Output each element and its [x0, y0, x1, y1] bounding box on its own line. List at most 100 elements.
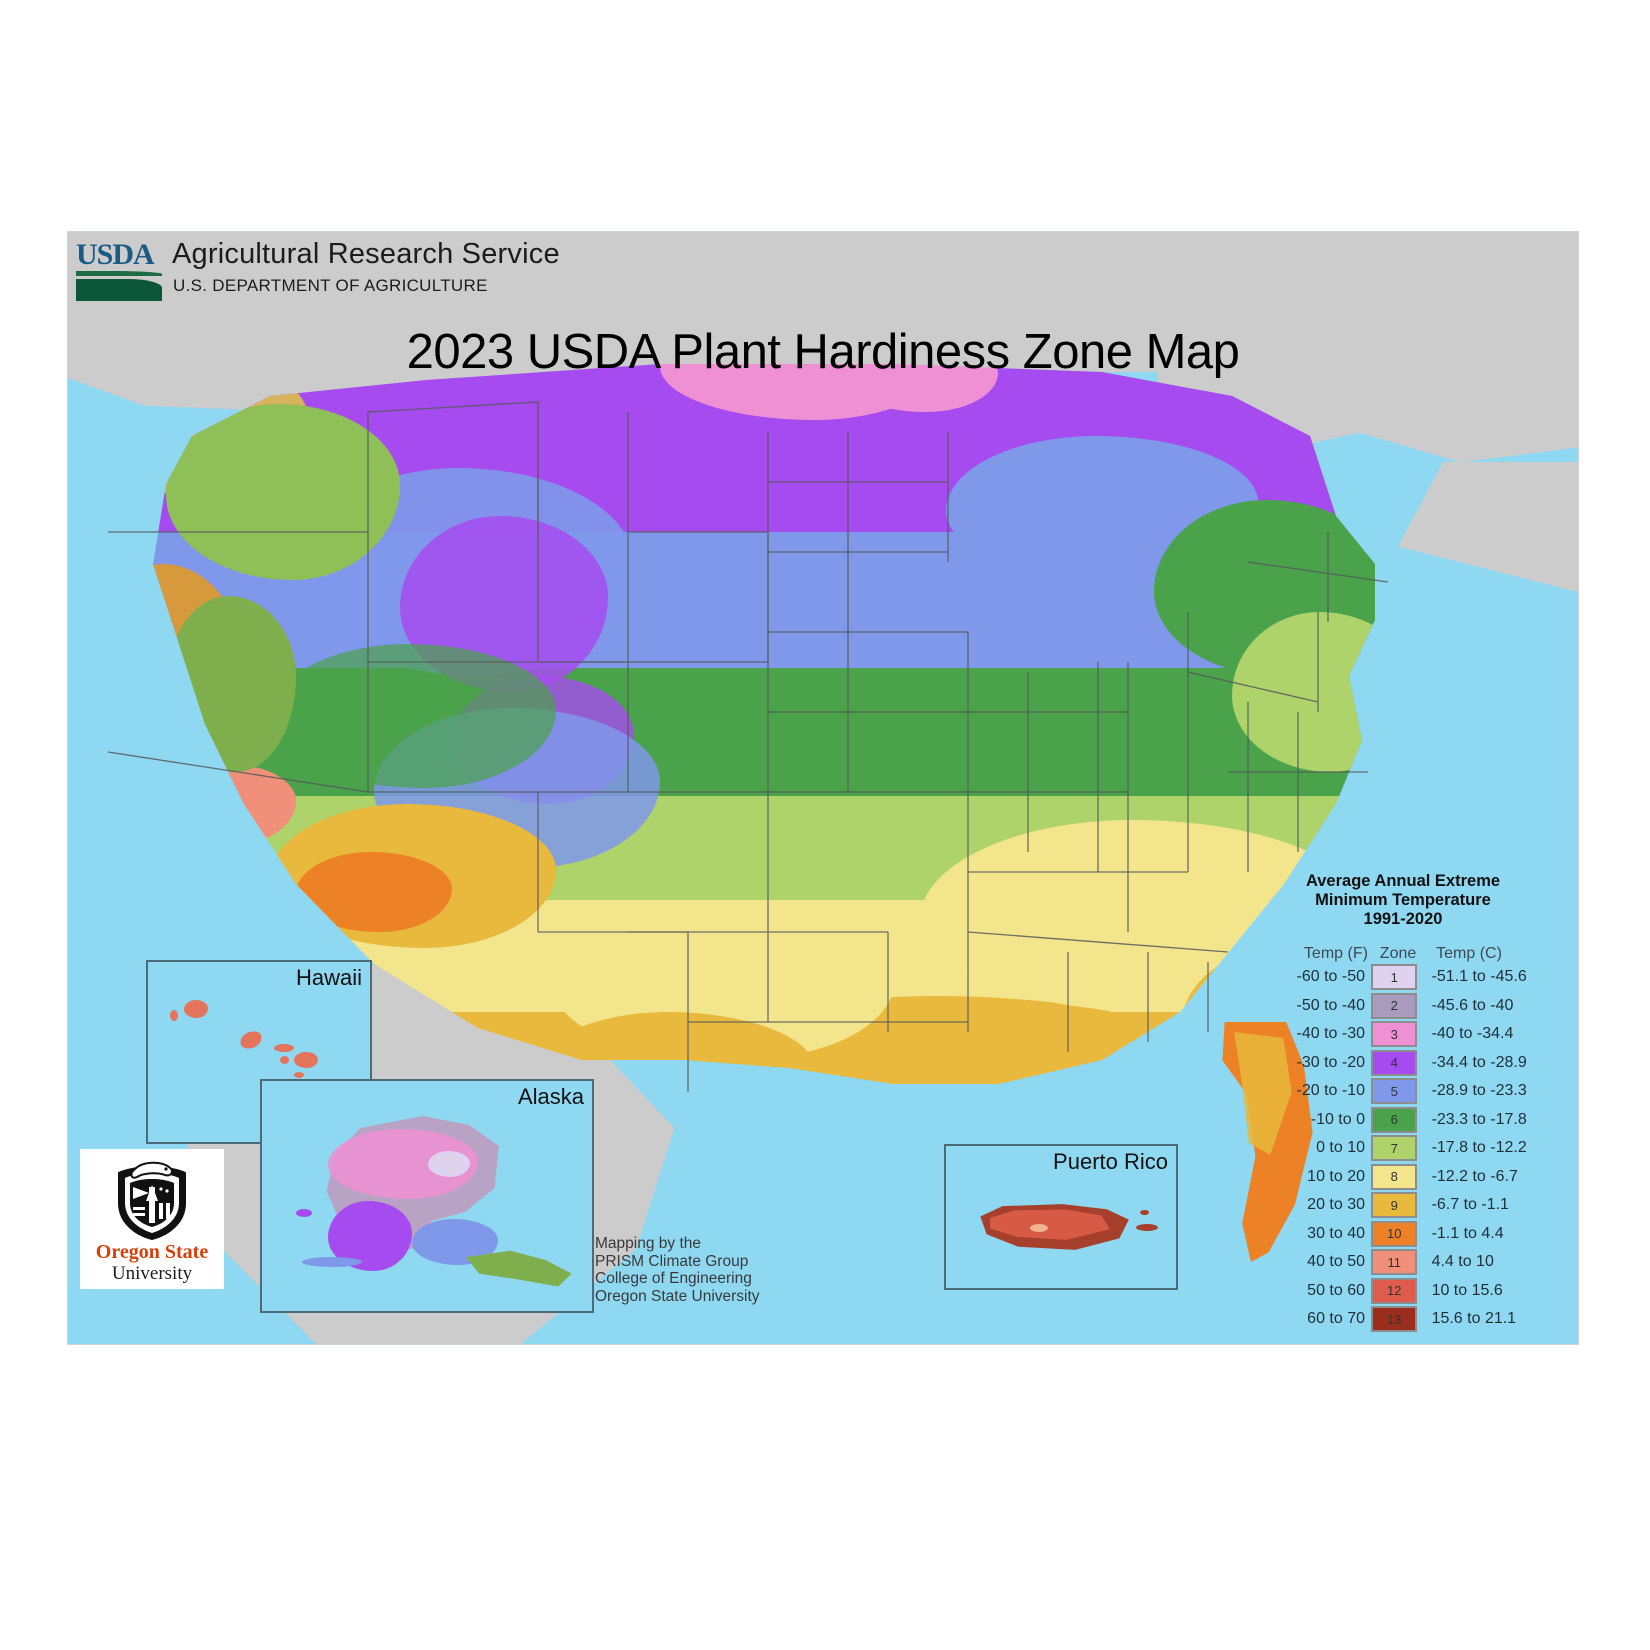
- zone-10-arizona: [296, 852, 452, 932]
- zone-6-great-basin: [270, 644, 556, 788]
- hawaii-niihau: [170, 1010, 178, 1021]
- legend-temp-f: 0 to 10: [1316, 1139, 1365, 1157]
- legend-row: -50 to -40 2 -45.6 to -40: [1263, 992, 1543, 1021]
- legend-temp-f: -50 to -40: [1296, 996, 1365, 1014]
- legend-title-line1: Average Annual Extreme: [1305, 872, 1501, 890]
- legend-row: 30 to 40 10 -1.1 to 4.4: [1263, 1220, 1543, 1249]
- legend-zone-swatch: 11: [1371, 1249, 1418, 1276]
- usda-field-icon: [76, 271, 162, 301]
- legend-temp-f: 60 to 70: [1307, 1310, 1365, 1328]
- legend-zone-swatch: 5: [1371, 1078, 1418, 1105]
- legend-swatch-cell: 11: [1365, 1249, 1424, 1276]
- legend-row: -40 to -30 3 -40 to -34.4: [1263, 1020, 1543, 1049]
- legend-temp-c: 4.4 to 10: [1431, 1253, 1494, 1271]
- legend-temp-c: -28.9 to -23.3: [1431, 1082, 1527, 1100]
- inset-puerto-rico: Puerto Rico: [944, 1144, 1178, 1290]
- puerto-rico-highland: [1030, 1224, 1048, 1232]
- hawaii-kahoolawe: [294, 1072, 304, 1078]
- legend-temp-c: 10 to 15.6: [1431, 1281, 1503, 1299]
- legend-swatch-cell: 4: [1365, 1049, 1424, 1076]
- usda-logo: USDA: [76, 240, 162, 302]
- legend-row: 60 to 70 13 15.6 to 21.1: [1263, 1305, 1543, 1334]
- osu-name-line2: University: [111, 1263, 193, 1284]
- legend-rows: -60 to -50 1 -51.1 to -45.6 -50 to -40 2 -45.…: [1263, 963, 1543, 1334]
- page-title: 2023 USDA Plant Hardiness Zone Map: [406, 325, 1240, 379]
- legend-column-headers: Temp (F) Zone Temp (C): [1263, 945, 1543, 963]
- legend-temp-f: 40 to 50: [1307, 1253, 1365, 1271]
- legend-temp-f: -30 to -20: [1296, 1053, 1365, 1071]
- osu-beaver-shield-icon: [118, 1161, 186, 1241]
- legend-temp-c: 15.6 to 21.1: [1431, 1310, 1517, 1328]
- vieques-island: [1136, 1224, 1158, 1231]
- zone-7-cascades: [166, 404, 400, 580]
- legend-zone-swatch: 1: [1371, 964, 1418, 991]
- legend-swatch-cell: 6: [1365, 1106, 1424, 1133]
- map-credits: Mapping by the PRISM Climate Group Colle…: [595, 1235, 760, 1305]
- legend-zone-swatch: 13: [1371, 1306, 1418, 1333]
- legend-row: 40 to 50 11 4.4 to 10: [1263, 1248, 1543, 1277]
- legend-temp-f: -60 to -50: [1296, 968, 1365, 986]
- legend-title-line2: Minimum Temperature: [1315, 891, 1491, 909]
- legend-zone-swatch: 8: [1371, 1163, 1418, 1190]
- hawaii-lanai: [280, 1056, 289, 1064]
- legend-temp-f: -40 to -30: [1296, 1025, 1365, 1043]
- hawaii-molokai: [274, 1044, 294, 1052]
- legend-row: -20 to -10 5 -28.9 to -23.3: [1263, 1077, 1543, 1106]
- legend-temp-c: -1.1 to 4.4: [1431, 1224, 1504, 1242]
- alaska-island-1: [296, 1209, 312, 1217]
- header-band: USDA Agricultural Research Service U.S. …: [68, 232, 1578, 330]
- legend-temp-c: -17.8 to -12.2: [1431, 1139, 1527, 1157]
- plant-hardiness-zone-map: USDA Agricultural Research Service U.S. …: [68, 232, 1578, 1344]
- legend-zone-swatch: 2: [1371, 992, 1418, 1019]
- zone-11-desert: [166, 764, 296, 844]
- legend-swatch-cell: 12: [1365, 1277, 1424, 1304]
- legend-title-line3: 1991-2020: [1363, 910, 1443, 928]
- legend-temp-c: -51.1 to -45.6: [1431, 968, 1527, 986]
- zone-7-mid-atlantic: [1232, 612, 1375, 772]
- canada-maritimes: [1398, 462, 1578, 592]
- credit-line-4: Oregon State University: [595, 1287, 760, 1305]
- legend-header-celsius: Temp (C): [1436, 945, 1502, 962]
- credit-line-3: College of Engineering: [595, 1270, 752, 1287]
- department-name: U.S. DEPARTMENT OF AGRICULTURE: [173, 276, 488, 295]
- legend-swatch-cell: 1: [1365, 964, 1424, 991]
- legend-row: 20 to 30 9 -6.7 to -1.1: [1263, 1191, 1543, 1220]
- legend-zone-swatch: 4: [1371, 1049, 1418, 1076]
- inset-alaska-label: Alaska: [517, 1084, 584, 1109]
- legend-temp-c: -45.6 to -40: [1431, 996, 1514, 1014]
- legend-swatch-cell: 3: [1365, 1021, 1424, 1048]
- credit-line-1: Mapping by the: [595, 1235, 701, 1252]
- inset-alaska: Alaska: [260, 1079, 594, 1313]
- legend-swatch-cell: 2: [1365, 992, 1424, 1019]
- osu-name-line1: Oregon State: [95, 1241, 209, 1263]
- inset-hawaii-label: Hawaii: [295, 965, 362, 990]
- legend-temp-f: -20 to -10: [1296, 1082, 1365, 1100]
- legend-swatch-cell: 7: [1365, 1135, 1424, 1162]
- culebra-island: [1140, 1210, 1149, 1215]
- legend-zone-swatch: 6: [1371, 1106, 1418, 1133]
- zone-7-sierra: [166, 596, 296, 772]
- legend-swatch-cell: 5: [1365, 1078, 1424, 1105]
- agency-name: Agricultural Research Service: [172, 238, 560, 270]
- hawaii-maui: [294, 1052, 318, 1068]
- legend-swatch-cell: 13: [1365, 1306, 1424, 1333]
- legend-temp-c: -40 to -34.4: [1431, 1025, 1514, 1043]
- legend-zone-swatch: 3: [1371, 1021, 1418, 1048]
- alaska-zone-1-white: [428, 1151, 470, 1177]
- legend-header-fahrenheit: Temp (F): [1303, 945, 1368, 962]
- legend-title: Average Annual Extreme Minimum Temperatu…: [1263, 872, 1543, 929]
- legend-row: 10 to 20 8 -12.2 to -6.7: [1263, 1163, 1543, 1192]
- legend-temp-f: 10 to 20: [1307, 1167, 1365, 1185]
- inset-puerto-rico-label: Puerto Rico: [1053, 1149, 1168, 1174]
- legend-header-zone: Zone: [1379, 945, 1417, 962]
- legend-swatch-cell: 9: [1365, 1192, 1424, 1219]
- legend-swatch-cell: 8: [1365, 1163, 1424, 1190]
- hawaii-kauai: [184, 1000, 208, 1018]
- hawaii-oahu: [237, 1028, 265, 1052]
- legend-temp-c: -6.7 to -1.1: [1431, 1196, 1509, 1214]
- usda-wordmark: USDA: [76, 238, 155, 271]
- legend-row: -10 to 0 6 -23.3 to -17.8: [1263, 1106, 1543, 1135]
- legend-row: -60 to -50 1 -51.1 to -45.6: [1263, 963, 1543, 992]
- oregon-state-university-logo: Oregon State University: [80, 1149, 224, 1289]
